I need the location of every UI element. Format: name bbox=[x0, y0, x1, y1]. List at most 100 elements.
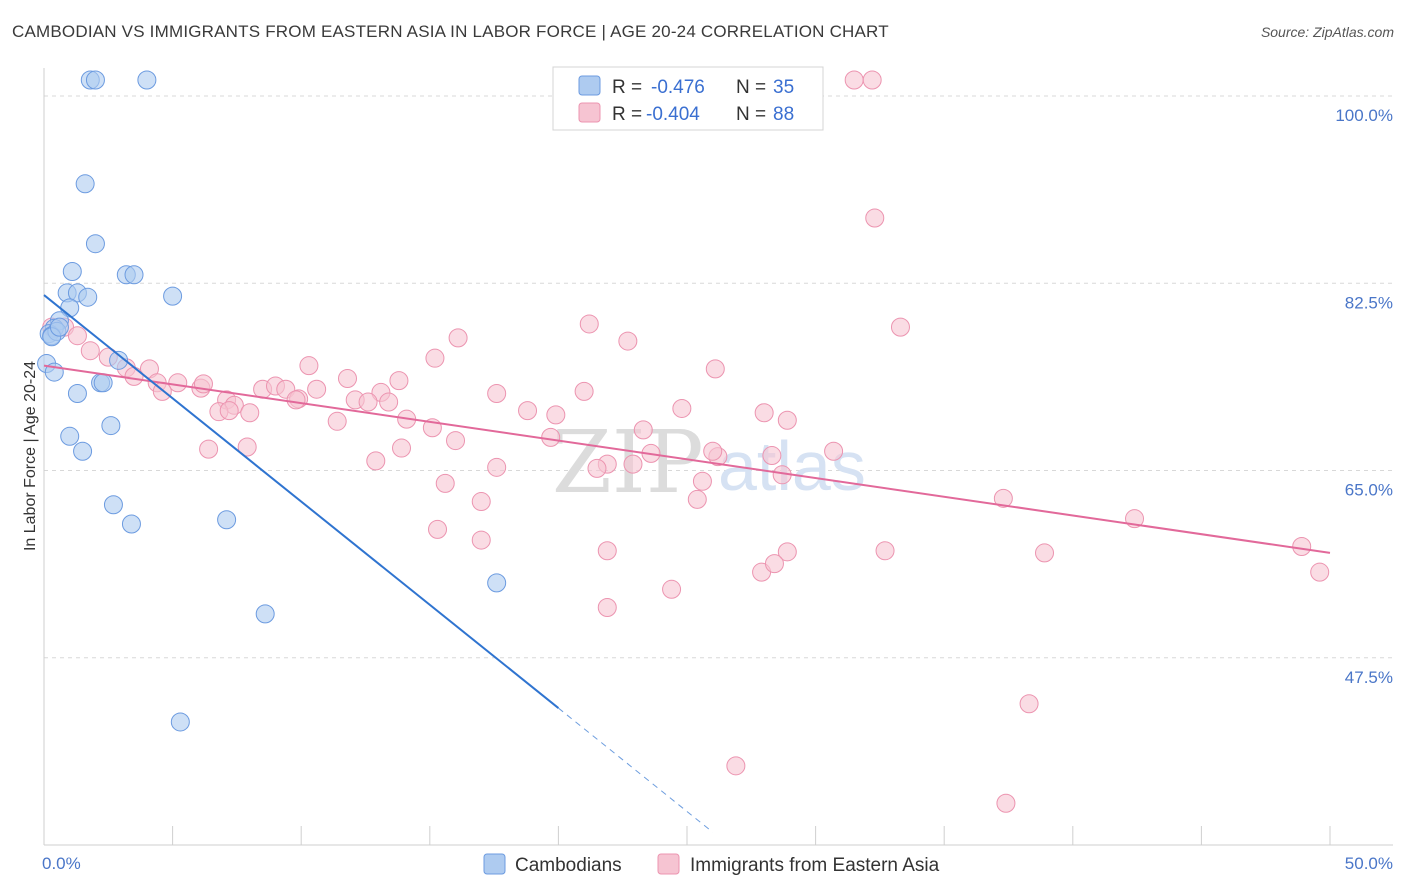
eastern-asia-point bbox=[777, 542, 797, 562]
eastern-asia-point bbox=[754, 403, 774, 423]
eastern-asia-point bbox=[299, 356, 319, 376]
eastern-asia-point bbox=[672, 398, 692, 418]
eastern-asia-point bbox=[80, 341, 100, 361]
eastern-asia-point bbox=[597, 541, 617, 561]
eastern-asia-point bbox=[844, 70, 864, 90]
eastern-asia-point bbox=[425, 348, 445, 368]
cambodian-point bbox=[217, 510, 237, 530]
eastern-asia-point bbox=[996, 793, 1016, 813]
eastern-asia-point bbox=[597, 597, 617, 617]
eastern-asia-point bbox=[471, 530, 491, 550]
eastern-asia-point bbox=[764, 554, 784, 574]
source-label: Source: ZipAtlas.com bbox=[1260, 24, 1394, 40]
y-tick-label: 82.5% bbox=[1345, 293, 1393, 312]
eastern-asia-point bbox=[379, 392, 399, 412]
axes bbox=[43, 68, 1393, 846]
cambodian-point bbox=[109, 350, 129, 370]
x-tick-labels: 0.0% 50.0% bbox=[42, 854, 1393, 873]
eastern-asia-point bbox=[487, 383, 507, 403]
eastern-asia-point bbox=[240, 403, 260, 423]
cambodian-point bbox=[67, 383, 87, 403]
cambodian-point bbox=[78, 287, 98, 307]
eastern-asia-point bbox=[777, 410, 797, 430]
x-tick-label-max: 50.0% bbox=[1345, 854, 1393, 873]
eastern-asia-point bbox=[358, 392, 378, 412]
legend-n-label-1: N = bbox=[736, 77, 766, 98]
eastern-asia-point bbox=[337, 369, 357, 389]
eastern-asia-point bbox=[705, 359, 725, 379]
eastern-asia-point bbox=[487, 457, 507, 477]
trend-lines bbox=[43, 294, 1331, 833]
y-tick-labels: 47.5% 65.0% 82.5% 100.0% bbox=[1335, 106, 1393, 687]
eastern-asia-point bbox=[633, 420, 653, 440]
eastern-asia-point bbox=[389, 371, 409, 391]
eastern-asia-point bbox=[890, 317, 910, 337]
eastern-asia-point bbox=[703, 441, 723, 461]
eastern-asia-point bbox=[1310, 562, 1330, 582]
eastern-asia-point bbox=[865, 208, 885, 228]
legend-r-value-2: -0.404 bbox=[646, 104, 700, 125]
chart-title: CAMBODIAN VS IMMIGRANTS FROM EASTERN ASI… bbox=[12, 22, 889, 41]
eastern-asia-trend-line bbox=[43, 364, 1331, 554]
eastern-asia-point bbox=[579, 314, 599, 334]
eastern-asia-point bbox=[574, 381, 594, 401]
eastern-asia-point bbox=[546, 405, 566, 425]
bottom-legend-swatch-eastern-asia bbox=[657, 853, 680, 875]
cambodian-point bbox=[121, 514, 141, 534]
legend-swatch-cambodians bbox=[578, 75, 601, 96]
eastern-asia-point bbox=[327, 411, 347, 431]
cambodian-point bbox=[170, 712, 190, 732]
legend-r-label-1: R = bbox=[612, 77, 642, 98]
cambodian-point bbox=[60, 426, 80, 446]
eastern-asia-point bbox=[219, 401, 239, 421]
series-cambodians bbox=[37, 70, 507, 732]
eastern-asia-point bbox=[875, 541, 895, 561]
eastern-asia-point bbox=[1292, 536, 1312, 556]
bottom-legend-swatch-cambodians bbox=[483, 853, 506, 875]
bottom-legend-label-cambodians: Cambodians bbox=[515, 855, 622, 876]
eastern-asia-point bbox=[623, 454, 643, 474]
eastern-asia-point bbox=[67, 326, 87, 346]
legend-swatch-eastern-asia bbox=[578, 102, 601, 123]
eastern-asia-point bbox=[366, 451, 386, 471]
eastern-asia-point bbox=[237, 437, 257, 457]
cambodian-point bbox=[49, 317, 69, 337]
cambodian-point bbox=[163, 286, 183, 306]
eastern-asia-point bbox=[692, 471, 712, 491]
eastern-asia-point bbox=[286, 390, 306, 410]
cambodian-point bbox=[103, 495, 123, 515]
cambodian-point bbox=[487, 573, 507, 593]
cambodian-point bbox=[85, 234, 105, 254]
eastern-asia-point bbox=[448, 328, 468, 348]
eastern-asia-point bbox=[435, 473, 455, 493]
y-tick-label: 47.5% bbox=[1345, 668, 1393, 687]
eastern-asia-point bbox=[1035, 543, 1055, 563]
bottom-legend-label-eastern-asia: Immigrants from Eastern Asia bbox=[690, 855, 940, 876]
eastern-asia-point bbox=[993, 488, 1013, 508]
cambodian-point bbox=[101, 416, 121, 436]
legend-n-label-2: N = bbox=[736, 104, 766, 125]
eastern-asia-point bbox=[471, 492, 491, 512]
eastern-asia-point bbox=[824, 441, 844, 461]
eastern-asia-point bbox=[199, 439, 219, 459]
cambodian-trend-line bbox=[43, 294, 560, 709]
legend: R = -0.476 N = 35 R = -0.404 N = 88 bbox=[552, 66, 824, 131]
cambodian-point bbox=[73, 441, 93, 461]
eastern-asia-point bbox=[687, 489, 707, 509]
eastern-asia-point bbox=[662, 579, 682, 599]
cambodian-trend-extension bbox=[558, 707, 714, 833]
eastern-asia-point bbox=[587, 458, 607, 478]
bottom-legend: Cambodians Immigrants from Eastern Asia bbox=[483, 853, 940, 876]
legend-r-value-1: -0.476 bbox=[651, 77, 705, 98]
cambodian-point bbox=[93, 373, 113, 393]
legend-r-label-2: R = bbox=[612, 104, 642, 125]
cambodian-point bbox=[137, 70, 157, 90]
legend-n-value-2: 88 bbox=[773, 104, 794, 125]
eastern-asia-point bbox=[1019, 694, 1039, 714]
legend-n-value-1: 35 bbox=[773, 77, 794, 98]
eastern-asia-point bbox=[518, 401, 538, 421]
cambodian-point bbox=[75, 174, 95, 194]
eastern-asia-point bbox=[168, 373, 188, 393]
eastern-asia-point bbox=[618, 331, 638, 351]
